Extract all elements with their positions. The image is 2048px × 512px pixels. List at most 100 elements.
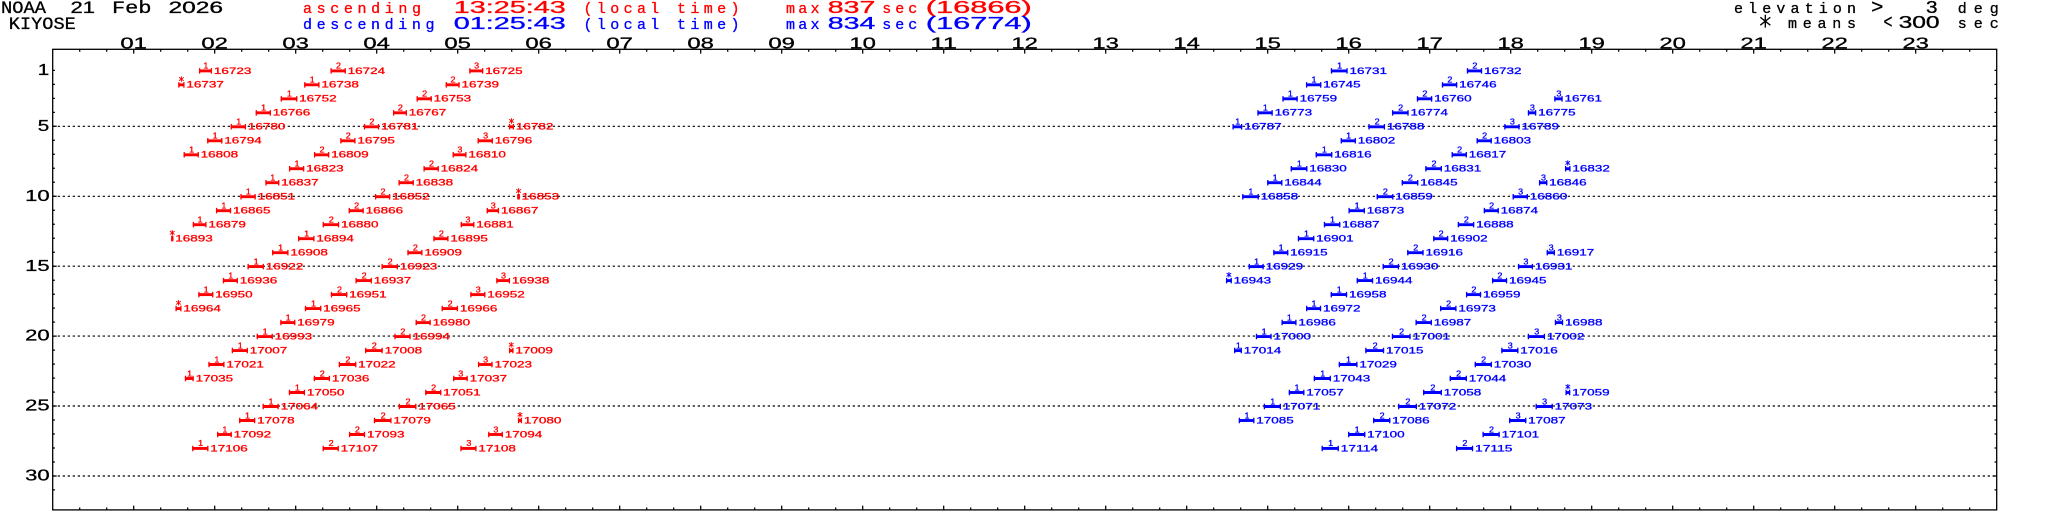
svg-text:16966: 16966 [460, 303, 498, 314]
svg-text:21: 21 [1740, 36, 1767, 53]
svg-text:16952: 16952 [487, 290, 525, 301]
svg-text:16895: 16895 [450, 234, 488, 245]
svg-text:1: 1 [1295, 383, 1300, 392]
svg-text:1: 1 [278, 243, 283, 252]
svg-text:2: 2 [1464, 215, 1469, 224]
svg-text:17023: 17023 [495, 359, 533, 370]
svg-text:17007: 17007 [250, 345, 287, 356]
svg-text:2: 2 [354, 202, 359, 211]
svg-text:16832: 16832 [1572, 164, 1610, 175]
svg-text:3: 3 [474, 62, 479, 71]
svg-text:16888: 16888 [1476, 220, 1514, 231]
svg-text:1: 1 [1312, 76, 1317, 85]
svg-text:2: 2 [400, 327, 405, 336]
svg-text:16: 16 [1335, 36, 1362, 53]
svg-text:1: 1 [1322, 146, 1327, 155]
svg-text:16958: 16958 [1349, 290, 1387, 301]
svg-text:2: 2 [320, 146, 325, 155]
svg-text:1: 1 [1245, 411, 1250, 420]
svg-text:1: 1 [1273, 174, 1278, 183]
svg-text:2: 2 [1439, 229, 1444, 238]
svg-text:25: 25 [25, 398, 50, 415]
svg-text:1: 1 [311, 299, 316, 308]
svg-text:01:25:43: 01:25:43 [454, 13, 566, 33]
svg-text:10: 10 [849, 36, 876, 53]
svg-text:16846: 16846 [1549, 178, 1587, 189]
svg-text:3: 3 [483, 355, 488, 364]
svg-text:17015: 17015 [1386, 345, 1424, 356]
svg-text:1: 1 [1363, 271, 1368, 280]
svg-text:17101: 17101 [1502, 429, 1540, 440]
svg-text:3: 3 [1549, 243, 1554, 252]
svg-text:2: 2 [320, 369, 325, 378]
svg-text:2: 2 [1373, 341, 1378, 350]
svg-text:1: 1 [261, 104, 266, 113]
svg-text:17037: 17037 [470, 373, 508, 384]
svg-text:3: 3 [1530, 104, 1535, 113]
svg-text:16950: 16950 [215, 290, 253, 301]
svg-text:1: 1 [236, 118, 241, 127]
svg-text:16880: 16880 [341, 220, 379, 231]
svg-text:16845: 16845 [1420, 178, 1458, 189]
svg-text:3: 3 [1516, 411, 1521, 420]
svg-text:16873: 16873 [1367, 206, 1405, 217]
svg-text:2: 2 [1422, 313, 1427, 322]
svg-text:2: 2 [362, 271, 367, 280]
svg-text:1: 1 [1254, 257, 1259, 266]
svg-text:16973: 16973 [1458, 303, 1496, 314]
svg-text:17021: 17021 [226, 359, 264, 370]
svg-text:06: 06 [525, 36, 552, 53]
svg-text:2: 2 [329, 215, 334, 224]
svg-text:04: 04 [363, 36, 390, 53]
svg-text:16959: 16959 [1483, 290, 1521, 301]
svg-text:1: 1 [1288, 90, 1293, 99]
svg-text:16916: 16916 [1426, 248, 1464, 259]
svg-text:1: 1 [1279, 243, 1284, 252]
svg-text:16824: 16824 [441, 164, 479, 175]
svg-text:18: 18 [1497, 36, 1524, 53]
svg-text:3: 3 [1534, 327, 1539, 336]
svg-text:16760: 16760 [1434, 94, 1472, 105]
svg-text:2: 2 [1489, 202, 1494, 211]
svg-text:1: 1 [1330, 215, 1335, 224]
svg-text:2: 2 [1432, 160, 1437, 169]
svg-text:16823: 16823 [306, 164, 344, 175]
svg-text:16929: 16929 [1266, 262, 1304, 273]
svg-text:17086: 17086 [1392, 415, 1430, 426]
svg-text:2: 2 [336, 62, 341, 71]
svg-text:2: 2 [388, 257, 393, 266]
svg-text:2: 2 [422, 90, 427, 99]
svg-text:16858: 16858 [1261, 192, 1299, 203]
svg-text:17050: 17050 [307, 387, 345, 398]
svg-text:16852: 16852 [392, 192, 430, 203]
svg-text:2: 2 [329, 439, 334, 448]
svg-text:16809: 16809 [331, 150, 369, 161]
svg-text:16810: 16810 [468, 150, 506, 161]
svg-text:16931: 16931 [1535, 262, 1573, 273]
svg-text:1: 1 [286, 313, 291, 322]
svg-text:14: 14 [1173, 36, 1200, 53]
svg-text:1: 1 [221, 202, 226, 211]
svg-text:NOAA: NOAA [1, 0, 47, 19]
svg-text:2: 2 [346, 132, 351, 141]
svg-text:16808: 16808 [201, 150, 239, 161]
svg-text:16972: 16972 [1323, 303, 1361, 314]
svg-text:10: 10 [25, 188, 50, 205]
svg-text:17014: 17014 [1244, 345, 1282, 356]
svg-text:1: 1 [310, 76, 315, 85]
svg-text:2: 2 [381, 411, 386, 420]
svg-text:2: 2 [1405, 397, 1410, 406]
svg-text:3: 3 [458, 369, 463, 378]
svg-text:17001: 17001 [1413, 331, 1451, 342]
svg-text:09: 09 [768, 36, 795, 53]
svg-text:1: 1 [287, 90, 292, 99]
svg-text:16766: 16766 [273, 108, 311, 119]
svg-text:1: 1 [1297, 160, 1302, 169]
svg-text:16788: 16788 [1387, 122, 1425, 133]
svg-text:(16774): (16774) [926, 13, 1032, 33]
svg-text:1: 1 [1270, 397, 1275, 406]
svg-text:2: 2 [1471, 285, 1476, 294]
svg-text:16874: 16874 [1501, 206, 1539, 217]
svg-text:1: 1 [1346, 132, 1351, 141]
svg-text:2: 2 [398, 104, 403, 113]
